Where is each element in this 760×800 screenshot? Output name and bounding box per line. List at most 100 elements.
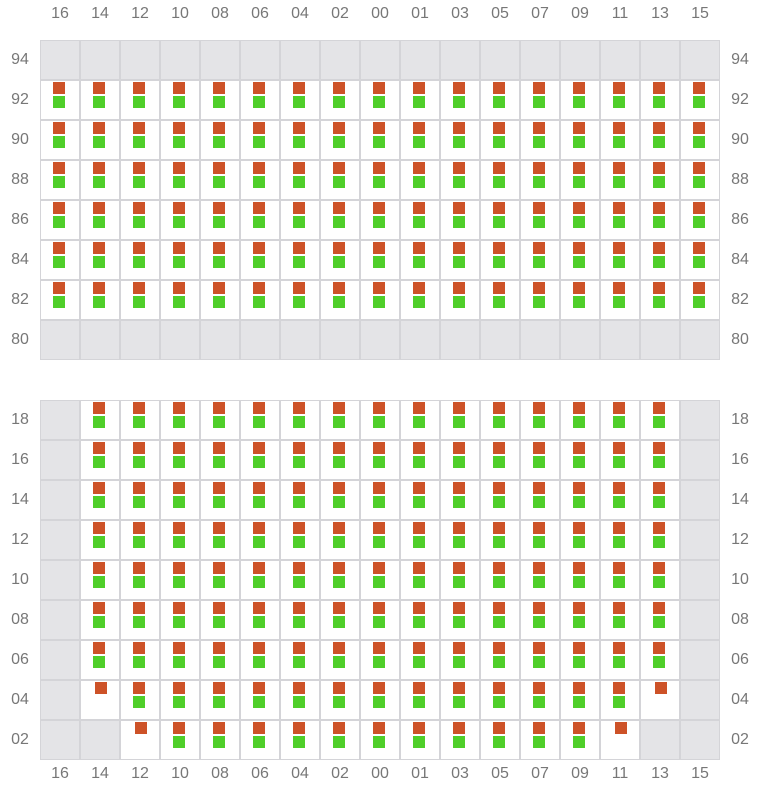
green-marker xyxy=(493,216,505,228)
green-marker xyxy=(453,576,465,588)
orange-marker xyxy=(253,642,265,654)
green-marker xyxy=(613,456,625,468)
green-marker xyxy=(253,656,265,668)
orange-marker xyxy=(373,642,385,654)
unavailable-cell xyxy=(280,40,320,80)
green-marker xyxy=(373,416,385,428)
unavailable-cell xyxy=(680,320,720,360)
orange-marker xyxy=(373,162,385,174)
orange-marker xyxy=(173,562,185,574)
orange-marker xyxy=(253,162,265,174)
seat-cell[interactable] xyxy=(400,120,440,160)
green-marker xyxy=(613,656,625,668)
unavailable-cell xyxy=(680,440,720,480)
orange-marker xyxy=(93,642,105,654)
orange-marker xyxy=(53,242,65,254)
green-marker xyxy=(253,256,265,268)
unavailable-cell xyxy=(240,320,280,360)
orange-marker xyxy=(453,202,465,214)
orange-marker xyxy=(93,202,105,214)
green-marker xyxy=(693,136,705,148)
orange-marker xyxy=(413,402,425,414)
green-marker xyxy=(333,496,345,508)
green-marker xyxy=(133,296,145,308)
orange-marker xyxy=(493,722,505,734)
green-marker xyxy=(373,576,385,588)
orange-marker xyxy=(293,162,305,174)
seat-cell[interactable] xyxy=(80,680,120,720)
orange-marker xyxy=(573,442,585,454)
unavailable-cell xyxy=(560,320,600,360)
green-marker xyxy=(613,136,625,148)
orange-marker xyxy=(533,282,545,294)
unavailable-cell xyxy=(40,560,80,600)
column-label-top: 06 xyxy=(251,5,269,22)
orange-marker xyxy=(213,722,225,734)
orange-marker xyxy=(493,522,505,534)
seat-cell[interactable] xyxy=(240,600,280,640)
green-marker xyxy=(373,176,385,188)
green-marker xyxy=(493,656,505,668)
green-marker xyxy=(373,456,385,468)
unavailable-cell xyxy=(680,560,720,600)
green-marker xyxy=(133,696,145,708)
green-marker xyxy=(653,536,665,548)
green-marker xyxy=(613,696,625,708)
column-label-bottom: 09 xyxy=(571,765,589,782)
orange-marker xyxy=(173,282,185,294)
green-marker xyxy=(373,496,385,508)
orange-marker xyxy=(573,242,585,254)
orange-marker xyxy=(333,722,345,734)
unavailable-cell xyxy=(480,40,520,80)
green-marker xyxy=(213,496,225,508)
column-label-bottom: 02 xyxy=(331,765,349,782)
orange-marker xyxy=(253,402,265,414)
orange-marker xyxy=(653,482,665,494)
green-marker xyxy=(573,416,585,428)
column-label-top: 02 xyxy=(331,5,349,22)
row-label-left: 80 xyxy=(11,331,29,348)
orange-marker xyxy=(373,722,385,734)
orange-marker xyxy=(613,522,625,534)
orange-marker xyxy=(93,482,105,494)
green-marker xyxy=(653,496,665,508)
orange-marker xyxy=(133,242,145,254)
row-label-left: 82 xyxy=(11,291,29,308)
orange-marker xyxy=(533,402,545,414)
green-marker xyxy=(93,456,105,468)
green-marker xyxy=(293,416,305,428)
orange-marker xyxy=(333,82,345,94)
green-marker xyxy=(253,456,265,468)
unavailable-cell xyxy=(640,720,680,760)
unavailable-cell xyxy=(80,720,120,760)
green-marker xyxy=(493,96,505,108)
orange-marker xyxy=(493,162,505,174)
orange-marker xyxy=(453,122,465,134)
row-label-right: 14 xyxy=(731,491,749,508)
column-label-bottom: 04 xyxy=(291,765,309,782)
green-marker xyxy=(533,736,545,748)
green-marker xyxy=(573,536,585,548)
green-marker xyxy=(53,216,65,228)
orange-marker xyxy=(293,442,305,454)
green-marker xyxy=(93,96,105,108)
row-label-right: 84 xyxy=(731,251,749,268)
orange-marker xyxy=(53,162,65,174)
unavailable-cell xyxy=(40,520,80,560)
orange-marker xyxy=(573,482,585,494)
green-marker xyxy=(253,176,265,188)
green-marker xyxy=(173,136,185,148)
green-marker xyxy=(173,496,185,508)
green-marker xyxy=(293,456,305,468)
row-label-left: 06 xyxy=(11,651,29,668)
green-marker xyxy=(653,416,665,428)
row-label-left: 94 xyxy=(11,51,29,68)
orange-marker xyxy=(53,82,65,94)
row-label-right: 94 xyxy=(731,51,749,68)
column-label-bottom: 07 xyxy=(531,765,549,782)
green-marker xyxy=(653,576,665,588)
row-label-left: 92 xyxy=(11,91,29,108)
green-marker xyxy=(533,456,545,468)
orange-marker xyxy=(293,722,305,734)
green-marker xyxy=(453,96,465,108)
